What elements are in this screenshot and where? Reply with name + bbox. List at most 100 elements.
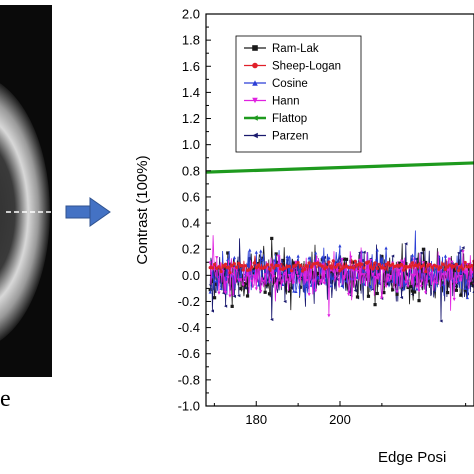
data-point [382,266,386,270]
data-point [421,261,426,265]
data-point [281,258,285,263]
data-point [457,251,461,255]
data-point [351,260,355,264]
x-tick-label: 180 [245,412,267,427]
data-point [305,278,309,283]
data-point [237,278,241,282]
data-point [267,280,272,284]
data-point [470,264,474,268]
data-point [459,270,463,274]
series-layer [206,161,474,323]
data-point [283,299,287,304]
data-point [287,274,291,278]
data-point [210,279,214,283]
data-point [419,251,423,255]
y-tick-label: -0.6 [178,346,200,361]
data-point [215,256,219,260]
data-point [463,286,467,290]
data-point [300,269,305,273]
y-tick-label: 1.0 [182,137,200,152]
data-point [344,278,349,283]
data-point [272,280,276,284]
data-point [329,284,333,288]
data-point [446,265,450,269]
data-point [441,262,445,266]
data-point [285,254,289,259]
data-point [386,261,390,265]
data-point [355,295,360,299]
data-point [402,287,406,291]
data-point [333,265,338,269]
data-point [318,282,322,286]
data-point [212,262,217,267]
y-tick-label: 0.2 [182,242,200,257]
data-point [448,257,452,261]
data-point [278,281,283,285]
data-point [314,251,318,255]
data-point [322,255,327,259]
data-point [226,251,230,255]
data-point [237,294,241,298]
data-point [404,242,408,246]
data-point [377,273,382,277]
data-point [261,257,265,261]
data-point [386,273,390,277]
data-point [375,248,379,252]
data-point [239,274,243,278]
data-point [316,261,320,265]
legend-label: Ram-Lak [272,43,319,55]
left-caption-fragment: e [0,386,11,412]
data-point [454,262,459,266]
data-point [248,248,252,252]
data-point [432,280,437,284]
data-point [232,262,236,266]
data-point [351,269,355,273]
legend-entry: Parzen [244,131,308,143]
y-tick-label: 2.0 [182,7,200,22]
data-point [340,283,344,287]
data-point [234,265,239,269]
data-point [208,288,212,292]
data-point [461,267,465,271]
data-point [287,264,291,268]
legend-entry: Sheep-Logan [244,61,341,73]
data-point [307,256,311,260]
legend-entry: Ram-Lak [244,43,319,55]
data-point [402,268,406,272]
data-point [410,253,415,257]
data-point [287,255,291,259]
contrast-chart: 2.0 1.8 1.6 1.4 1.2 1.0 0.8 0.6 0.4 0.2 0.0 -0.2 -0.… [134,7,474,466]
data-point [210,266,214,270]
legend-swatch-marker [252,97,258,104]
y-axis-ticks: 2.0 1.8 1.6 1.4 1.2 1.0 0.8 0.6 0.4 0.2 0.0 -0.2 -0.… [178,7,211,414]
data-point [254,265,258,270]
data-point [459,265,463,269]
data-point [252,268,256,273]
data-point [208,290,212,294]
data-point [320,255,324,259]
data-point [230,304,234,308]
data-point [406,284,410,289]
data-point [351,266,355,270]
data-point [408,264,412,269]
data-point [318,275,322,279]
data-point [276,254,280,258]
data-point [305,264,309,268]
data-point [443,267,448,272]
data-point [320,264,324,268]
data-point [296,274,300,279]
data-point [452,297,456,302]
data-point [239,263,243,268]
legend-swatch-marker [252,62,258,69]
data-point [327,314,331,318]
data-point [353,259,357,263]
data-point [380,254,384,258]
data-point [274,282,278,286]
data-point [294,289,298,293]
data-point [234,279,239,283]
data-point [448,263,452,267]
legend-box [235,35,362,153]
data-point [450,260,454,264]
data-point [329,268,333,272]
data-point [219,272,223,276]
